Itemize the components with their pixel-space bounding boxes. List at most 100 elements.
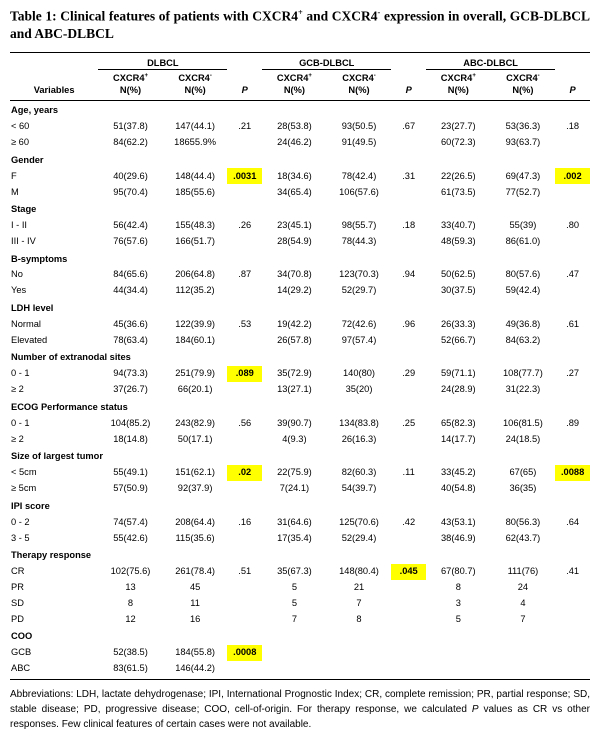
table-cell: 4(9.3) [282, 433, 307, 444]
row-label: GCB [11, 647, 32, 658]
p-value-cell [391, 431, 426, 447]
table-row: III - IV 76(57.6) 166(51.7) 28(54.9) 78(44.3… [10, 234, 590, 250]
p-value-cell: .51 [238, 566, 252, 577]
row-label: ≥ 5cm [11, 483, 37, 494]
table-cell: 34(70.8) [277, 269, 312, 280]
p-value-cell: .18 [566, 121, 580, 132]
table-cell: 50(62.5) [441, 269, 476, 280]
table-row: PR 13 45 5 21 8 24 [10, 580, 590, 596]
section-row: Age, years [10, 101, 590, 119]
table-cell: 24(28.9) [441, 384, 476, 395]
table-cell: 22(75.9) [277, 467, 312, 478]
table-cell: 111(76) [507, 566, 539, 577]
p-value-cell [555, 234, 590, 250]
table-cell: 40(29.6) [113, 170, 148, 181]
p-value-cell [227, 611, 262, 627]
section-label: Size of largest tumor [11, 451, 103, 462]
p-value-cell [555, 382, 590, 398]
table-cell: 35(67.3) [277, 566, 312, 577]
table-cell: 251(79.9) [175, 368, 216, 379]
p-value-cell: .16 [238, 516, 252, 527]
p-value-cell: .56 [238, 417, 252, 428]
table-cell: 37(26.7) [113, 384, 148, 395]
table-cell: 83(61.5) [98, 660, 163, 681]
p-value-cell: .42 [402, 516, 416, 527]
table-cell: 3 [455, 597, 461, 608]
section-label: Stage [11, 204, 37, 215]
table-cell: 11 [190, 597, 200, 608]
table-cell: 22(26.5) [441, 170, 476, 181]
table-cell: 155(48.3) [175, 220, 216, 231]
section-label: Therapy response [11, 550, 92, 561]
section-label: B-symptoms [11, 253, 68, 264]
p-value-cell: .18 [402, 220, 416, 231]
table-cell: 33(40.7) [441, 220, 476, 231]
p-value-cell [227, 660, 263, 681]
p-value-cell [227, 234, 262, 250]
table-cell: 14(17.7) [441, 433, 476, 444]
clinical-features-table: DLBCL GCB-DLBCL ABC-DLBCL Variables CXCR4+ N(… [10, 52, 590, 681]
row-label: ABC [10, 660, 99, 681]
table-cell: 45 [189, 581, 201, 592]
p-value-cell [227, 580, 262, 596]
table-cell: 52(29.7) [341, 285, 377, 296]
row-label: Normal [11, 318, 41, 329]
table-row: I - II 56(42.4) 155(48.3) .26 23(45.1) 98(55.… [10, 218, 590, 234]
table-cell: 12 [125, 613, 136, 624]
table-cell: 56(42.4) [113, 220, 148, 231]
group-header-dlbcl: DLBCL [98, 52, 228, 71]
table-cell [426, 660, 491, 681]
table-cell [327, 645, 392, 661]
table-cell: 23(27.7) [441, 121, 476, 132]
table-cell [262, 645, 327, 661]
table-cell: 28(53.8) [277, 121, 312, 132]
table-cell: 52(29.4) [341, 532, 377, 543]
table-cell: 36(35) [509, 483, 537, 494]
table-cell: 92(37.9) [177, 483, 213, 494]
p-value-cell [391, 283, 426, 299]
p-value-cell [391, 530, 426, 546]
row-label: Elevated [11, 334, 48, 345]
table-cell: 55(49.1) [113, 467, 148, 478]
row-label: PR [11, 581, 24, 592]
p-value-cell [555, 611, 590, 627]
table-cell: 106(57.6) [339, 186, 379, 197]
section-row: Gender [10, 151, 590, 169]
row-label: I - II [11, 220, 28, 231]
row-label: CR [11, 566, 25, 577]
section-label: COO [11, 631, 33, 642]
table-cell: 74(57.4) [113, 516, 148, 527]
column-header-p: P [555, 69, 590, 102]
table-cell: 84(63.2) [505, 334, 541, 345]
table-row: ≥ 5cm 57(50.9) 92(37.9) 7(24.1) 54(39.7) 40(5… [10, 481, 590, 497]
section-label: ECOG Performance status [11, 401, 128, 412]
table-cell: 76(57.6) [113, 236, 148, 246]
table-row: PD 12 16 7 8 5 7 [10, 611, 590, 627]
p-column-spacer [227, 52, 263, 70]
table-cell: 69(47.3) [505, 170, 541, 181]
table-cell: 17(35.4) [277, 532, 312, 543]
table-cell: 7 [291, 613, 297, 624]
table-cell: 60(72.3) [441, 137, 476, 148]
row-label: III - IV [11, 236, 36, 246]
table-cell: 14(29.2) [277, 285, 312, 296]
table-cell: 84(65.6) [113, 269, 148, 280]
table-cell: 148(80.4) [339, 566, 379, 577]
column-header-p: P [391, 69, 427, 102]
table-cell: 122(39.9) [175, 318, 216, 329]
p-value-cell: .94 [402, 269, 416, 280]
table-cell: 5 [455, 613, 461, 624]
table-cell: 62(43.7) [505, 532, 541, 543]
p-value-cell: .96 [402, 318, 416, 329]
column-header-row: Variables CXCR4+ N(%) CXCR4- N(%) P CXCR4+ N(%)… [10, 69, 590, 102]
table-cell: 5 [291, 597, 297, 608]
table-cell: 108(77.7) [503, 368, 543, 379]
table-cell: 66(20.1) [177, 384, 213, 395]
row-label: ≥ 2 [11, 384, 24, 395]
table-cell: 31(22.3) [505, 384, 541, 395]
table-cell: 148(44.4) [175, 170, 216, 181]
p-value-cell: .11 [402, 467, 415, 478]
table-cell: 78(44.3) [341, 236, 377, 246]
table-cell: 140(80) [342, 368, 376, 379]
p-value-cell: .089 [227, 365, 263, 382]
